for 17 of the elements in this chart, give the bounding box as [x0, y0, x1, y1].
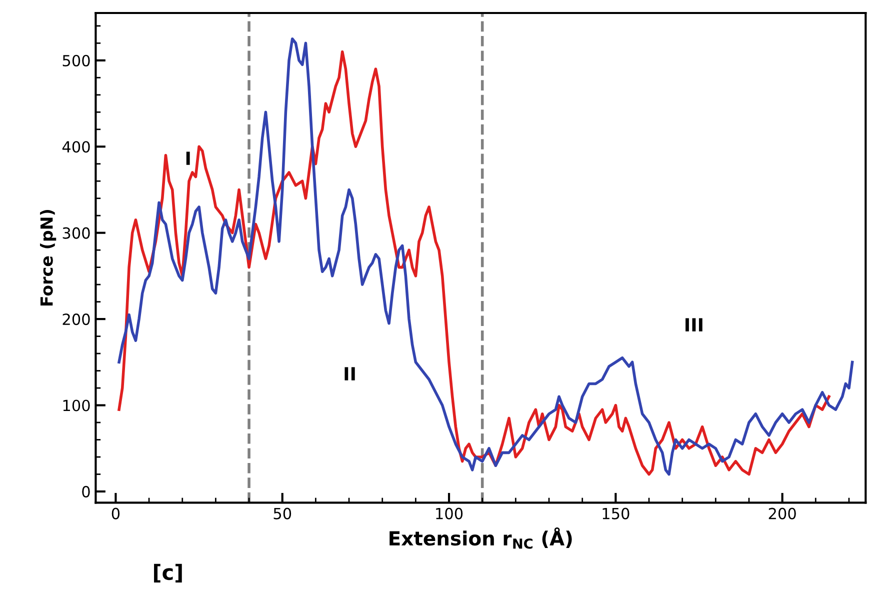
y-axis-title: Force (pN): [40, 210, 56, 306]
y-tick-label: 100: [63, 400, 90, 412]
text: [c]: [154, 564, 182, 583]
y-tick-label: 200: [62, 314, 90, 326]
x-tick-label: 100: [436, 508, 463, 520]
annotation: III: [686, 318, 702, 332]
y-tick-label: 300: [62, 227, 90, 239]
y-tick-label: 500: [62, 54, 90, 66]
annotation: II: [344, 367, 355, 380]
x-tick-label: 50: [274, 508, 292, 520]
annotation: I: [186, 152, 190, 165]
y-tick-label: 400: [62, 141, 90, 153]
x-tick-label: 0: [112, 508, 120, 520]
x-tick-label: 200: [768, 508, 796, 520]
y-tick-label: 0: [82, 486, 90, 498]
x-axis-title: Extension r$_{NC}$ (Å): [390, 527, 572, 549]
x-tick-label: 150: [602, 508, 630, 520]
